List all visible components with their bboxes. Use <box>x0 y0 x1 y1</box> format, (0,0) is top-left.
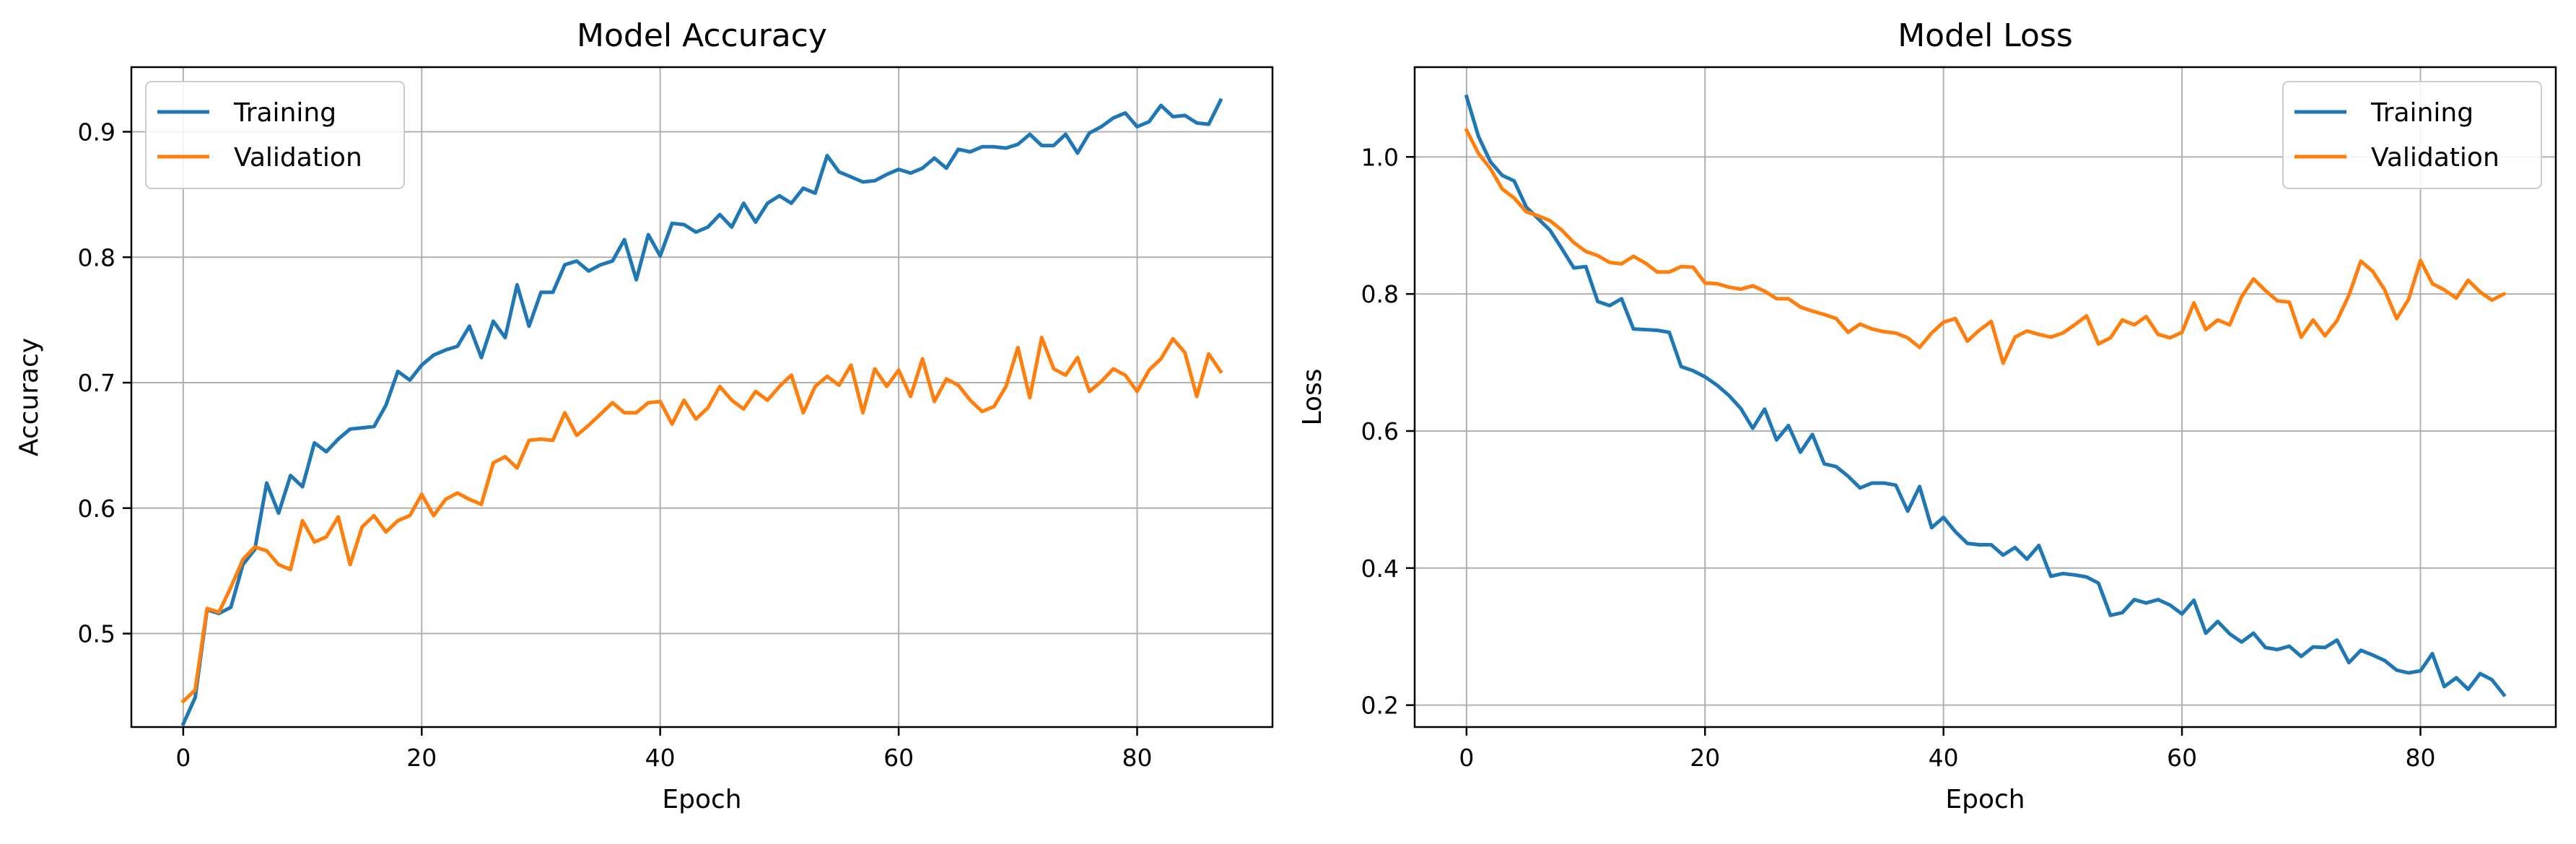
accuracy-legend-label-validation: Validation <box>234 143 362 173</box>
loss-y-axis-label: Loss <box>1298 369 1327 426</box>
loss-x-tick-label: 40 <box>1929 744 1959 772</box>
accuracy-y-tick-label: 0.7 <box>78 369 115 397</box>
accuracy-lines <box>180 97 1223 727</box>
loss-legend-label-validation: Validation <box>2371 143 2499 173</box>
loss-y-tick-label: 0.6 <box>1361 417 1399 445</box>
accuracy-chart-panel: 0 20 40 60 800.50.60.70.80.9 Model Accuracy … <box>14 17 1274 814</box>
loss-x-tick-label: 20 <box>1690 744 1720 772</box>
loss-lines <box>1464 94 2507 697</box>
accuracy-x-tick-label: 60 <box>883 744 914 772</box>
accuracy-x-tick-label: 80 <box>1122 744 1152 772</box>
accuracy-y-tick-label: 0.9 <box>78 118 115 146</box>
accuracy-legend-box <box>145 81 405 189</box>
loss-x-tick-label: 0 <box>1459 744 1474 772</box>
accuracy-x-tick-label: 0 <box>175 744 191 772</box>
accuracy-y-tick-label: 0.6 <box>78 495 115 523</box>
loss-plot-frame <box>1413 66 2557 728</box>
loss-y-tick-label: 1.0 <box>1361 143 1399 171</box>
loss-legend: Training Validation <box>2282 81 2542 189</box>
accuracy-y-tick-label: 0.5 <box>78 620 115 648</box>
accuracy-ticks: 0 20 40 60 80 0.5 0.6 0.7 0.8 0.9 <box>78 118 1153 772</box>
accuracy-grid <box>131 67 1272 727</box>
accuracy-y-axis-label: Accuracy <box>14 338 44 456</box>
loss-series-training-line <box>1464 94 2507 697</box>
loss-ticks: 0 20 40 60 80 0.2 0.4 0.6 0.8 1.0 <box>1361 143 2436 772</box>
loss-y-tick-label: 0.2 <box>1361 692 1399 720</box>
loss-y-tick-label: 0.8 <box>1361 280 1399 308</box>
accuracy-plot-frame <box>130 66 1274 728</box>
accuracy-series-training-line <box>180 97 1223 727</box>
loss-chart-panel: 0 20 40 60 80 0.2 0.4 0.6 0.8 1.0 Model Loss Epoc… <box>1298 17 2557 814</box>
loss-x-tick-label: 60 <box>2167 744 2197 772</box>
accuracy-series-validation-line <box>180 336 1223 704</box>
accuracy-x-tick-label: 40 <box>645 744 676 772</box>
accuracy-x-tick-label: 20 <box>406 744 437 772</box>
loss-x-tick-label: 80 <box>2405 744 2435 772</box>
accuracy-y-tick-label: 0.8 <box>78 243 115 271</box>
loss-chart-title: Model Loss <box>1898 17 2073 54</box>
loss-legend-box <box>2282 81 2542 189</box>
accuracy-x-axis-label: Epoch <box>662 785 741 814</box>
accuracy-legend-label-training: Training <box>233 98 336 128</box>
loss-legend-label-training: Training <box>2370 98 2474 128</box>
loss-series-validation-line <box>1464 127 2507 365</box>
loss-x-axis-label: Epoch <box>1945 785 2025 814</box>
accuracy-legend: Training Validation <box>145 81 405 189</box>
accuracy-chart-title: Model Accuracy <box>577 17 827 54</box>
loss-y-tick-label: 0.4 <box>1361 554 1399 583</box>
